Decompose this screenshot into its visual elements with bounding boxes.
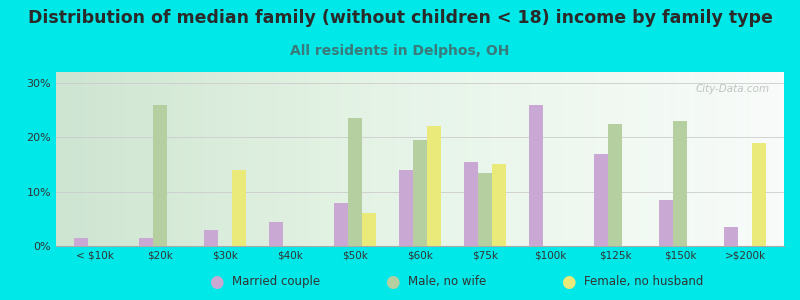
Bar [594, 154, 608, 246]
Bar [362, 213, 377, 246]
Bar [138, 238, 153, 246]
Bar [752, 143, 766, 246]
Text: All residents in Delphos, OH: All residents in Delphos, OH [290, 44, 510, 58]
Bar [153, 105, 167, 246]
Bar [232, 170, 246, 246]
Bar [608, 124, 622, 246]
Bar [269, 221, 283, 246]
Text: ●: ● [385, 273, 399, 291]
Text: City-Data.com: City-Data.com [695, 84, 770, 94]
Bar [529, 105, 543, 246]
Text: ●: ● [561, 273, 575, 291]
Bar [334, 202, 348, 246]
Bar [492, 164, 506, 246]
Bar [478, 172, 492, 246]
Bar [673, 121, 687, 246]
Bar [413, 140, 427, 246]
Bar [203, 230, 218, 246]
Bar [398, 170, 413, 246]
Text: Male, no wife: Male, no wife [408, 275, 486, 289]
Text: Married couple: Married couple [232, 275, 320, 289]
Text: Distribution of median family (without children < 18) income by family type: Distribution of median family (without c… [27, 9, 773, 27]
Bar [723, 227, 738, 246]
Bar [463, 162, 478, 246]
Text: Female, no husband: Female, no husband [584, 275, 703, 289]
Bar [427, 126, 442, 246]
Text: ●: ● [209, 273, 223, 291]
Bar [658, 200, 673, 246]
Bar [348, 118, 362, 246]
Bar [74, 238, 88, 246]
